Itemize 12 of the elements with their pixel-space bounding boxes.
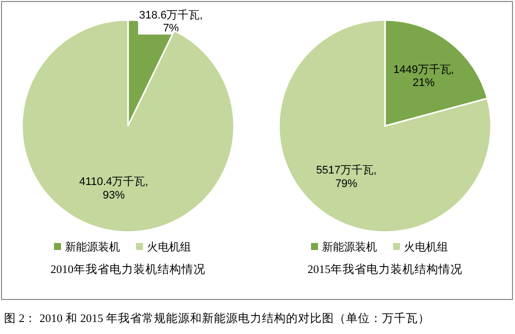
data-label: 318.6万千瓦, 7% — [139, 8, 203, 35]
legend-label: 新能源装机 — [322, 240, 377, 254]
legend-label: 新能源装机 — [65, 240, 120, 254]
caption: 图 2： 2010 和 2015 年我省常规能源和新能源电力结构的对比图（单位：万千瓦） — [4, 311, 430, 325]
data-label: 1449万千瓦, 21% — [393, 62, 454, 89]
legend-label: 火电机组 — [147, 240, 191, 254]
pie-slice — [278, 19, 492, 233]
data-label: 4110.4万千瓦, 93% — [79, 175, 148, 202]
legend-label: 火电机组 — [404, 240, 448, 254]
text: 2010年我省电力装机结构情况 — [50, 263, 206, 276]
text: 2015年我省电力装机结构情况 — [308, 263, 462, 276]
data-label: 5517万千瓦, 79% — [316, 164, 377, 190]
